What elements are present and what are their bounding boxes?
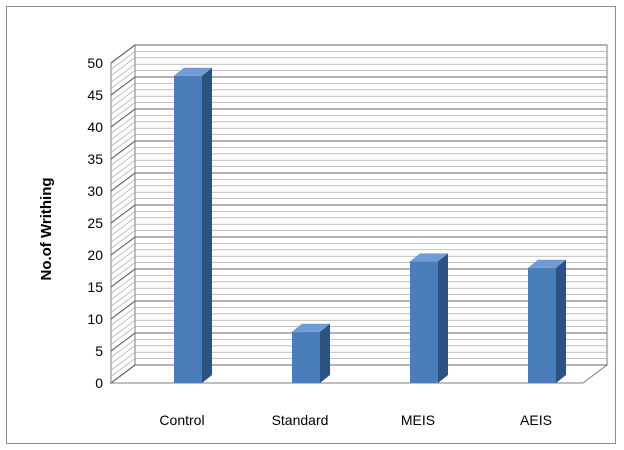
bar-front — [410, 261, 438, 383]
gridline-side — [110, 121, 136, 141]
gridline-side — [110, 345, 136, 365]
y-tick-label: 40 — [87, 119, 103, 135]
y-tick-label: 20 — [87, 247, 103, 263]
gridline-side — [110, 76, 136, 96]
bar — [528, 259, 566, 383]
gridline-side — [110, 307, 136, 326]
gridline-side — [110, 191, 136, 211]
gridline-side — [110, 140, 136, 160]
gridline-side — [110, 51, 136, 70]
gridline-side — [110, 83, 136, 102]
bar-side — [320, 323, 330, 383]
gridline-side — [110, 147, 136, 166]
gridline-side — [110, 230, 136, 249]
y-tick-label: 25 — [87, 215, 103, 231]
gridline-side — [110, 127, 136, 147]
y-axis-ticks: 0 5 10 15 20 25 30 35 40 45 50 — [87, 55, 103, 391]
y-tick-label: 50 — [87, 55, 103, 71]
gridline-side — [110, 364, 136, 384]
gridline-side — [110, 70, 136, 89]
gridline-side — [110, 243, 136, 262]
bar-top — [410, 253, 448, 262]
gridline-side — [110, 198, 136, 217]
bar-chart: 0 5 10 15 20 25 30 35 40 45 50 Control Standard MEIS… — [38, 44, 609, 428]
gridline-side — [110, 95, 136, 115]
gridline-side — [110, 332, 136, 352]
gridline-side — [110, 63, 136, 83]
gridline-side — [110, 300, 136, 320]
gridline-side — [110, 89, 136, 109]
gridline-side — [110, 351, 136, 371]
y-tick-label: 30 — [87, 183, 103, 199]
bar-side — [438, 253, 448, 383]
gridline-side — [110, 211, 136, 230]
y-tick-label: 15 — [87, 279, 103, 295]
gridline-side — [110, 223, 136, 243]
y-tick-label: 45 — [87, 87, 103, 103]
y-tick-label: 10 — [87, 311, 103, 327]
gridline-side — [110, 108, 136, 128]
gridline-side — [110, 358, 136, 377]
gridline-side — [110, 102, 136, 121]
category-label: MEIS — [401, 412, 435, 428]
gridline-side — [110, 262, 136, 281]
gridline-side — [110, 319, 136, 339]
gridline-side — [110, 166, 136, 185]
category-label: AEIS — [520, 412, 552, 428]
y-tick-label: 5 — [95, 343, 103, 359]
gridline-side — [110, 255, 136, 275]
gridline-side — [110, 249, 136, 269]
gridline-side — [110, 172, 136, 192]
gridline-side — [110, 204, 136, 224]
bar-top — [292, 323, 330, 332]
bars — [174, 67, 566, 384]
y-axis-label: No.of Writhing — [38, 177, 55, 280]
gridline-side — [110, 179, 136, 198]
gridline-side — [110, 159, 136, 179]
gridline-side — [110, 217, 136, 237]
gridline-side — [110, 287, 136, 307]
gridline-side — [110, 134, 136, 153]
gridline-side — [110, 294, 136, 313]
gridline-side — [110, 326, 136, 345]
category-label: Control — [159, 412, 204, 428]
bar-front — [174, 75, 202, 384]
bar-top — [174, 67, 212, 76]
bar-top — [528, 259, 566, 268]
bar-side — [556, 259, 566, 383]
gridline-side — [110, 281, 136, 301]
bar — [410, 253, 448, 383]
bar-side — [202, 67, 212, 384]
gridline-side — [110, 275, 136, 294]
gridline-side — [110, 115, 136, 134]
bar — [174, 67, 212, 384]
gridline-side — [110, 57, 136, 77]
y-tick-label: 35 — [87, 151, 103, 167]
gridline-side — [110, 268, 136, 288]
category-label: Standard — [272, 412, 329, 428]
gridline-side — [110, 313, 136, 333]
gridline-side — [110, 185, 136, 205]
gridline-side — [110, 236, 136, 256]
bar — [292, 323, 330, 383]
bar-front — [528, 267, 556, 383]
gridline-side — [110, 44, 136, 64]
bar-front — [292, 331, 320, 383]
x-axis-categories: Control Standard MEIS AEIS — [159, 412, 552, 428]
gridline-side — [110, 339, 136, 358]
gridline-side — [110, 153, 136, 173]
chart-frame: 0 5 10 15 20 25 30 35 40 45 50 Control Standard MEIS… — [6, 6, 616, 444]
y-tick-label: 0 — [95, 375, 103, 391]
